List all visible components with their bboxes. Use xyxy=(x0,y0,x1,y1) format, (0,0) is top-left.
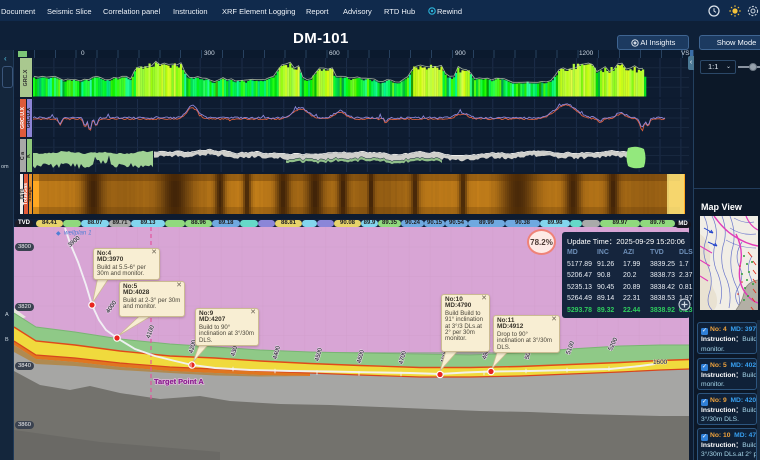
svg-text:4500: 4500 xyxy=(314,347,324,362)
svg-text:4400: 4400 xyxy=(272,345,282,360)
svg-text:4600: 4600 xyxy=(356,349,366,364)
svg-text:Target Point A: Target Point A xyxy=(154,377,204,386)
svg-text:4300: 4300 xyxy=(230,342,240,357)
svg-text:4600: 4600 xyxy=(356,349,366,364)
svg-text:Target Point A: Target Point A xyxy=(154,377,204,386)
svg-text:1600: 1600 xyxy=(653,359,668,366)
svg-text:4700: 4700 xyxy=(398,350,408,365)
svg-text:5100: 5100 xyxy=(565,340,576,356)
svg-text:wellplan 1: wellplan 1 xyxy=(64,230,92,237)
svg-text:4500: 4500 xyxy=(314,347,324,362)
svg-text:4200: 4200 xyxy=(188,339,198,354)
svg-text:4300: 4300 xyxy=(230,342,240,357)
svg-text:4900: 4900 xyxy=(481,345,492,361)
svg-text:◆: ◆ xyxy=(56,231,61,237)
svg-text:4700: 4700 xyxy=(398,350,408,365)
svg-text:4400: 4400 xyxy=(272,345,282,360)
svg-text:4200: 4200 xyxy=(188,339,198,354)
svg-text:4100: 4100 xyxy=(145,324,156,340)
svg-text:1600: 1600 xyxy=(653,359,668,366)
